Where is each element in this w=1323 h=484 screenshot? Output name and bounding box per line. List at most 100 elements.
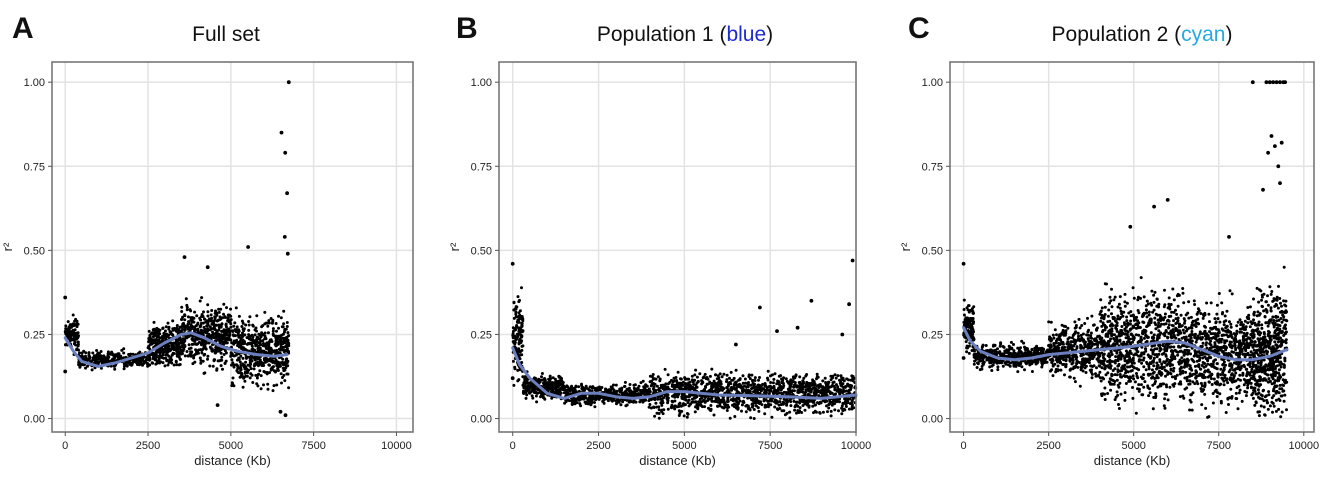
data-point <box>971 318 974 321</box>
data-point <box>785 377 788 380</box>
data-point <box>988 349 991 352</box>
data-point <box>84 355 87 358</box>
data-point <box>643 389 646 392</box>
data-point <box>773 390 776 393</box>
data-point <box>613 391 616 394</box>
data-point <box>999 345 1002 348</box>
data-point <box>607 399 610 402</box>
data-point <box>708 389 711 392</box>
data-point <box>615 384 618 387</box>
data-point <box>286 348 289 351</box>
data-point <box>131 361 134 364</box>
data-point <box>221 316 224 319</box>
data-point <box>686 378 689 381</box>
data-point <box>830 410 833 413</box>
data-point <box>238 315 241 318</box>
data-point <box>722 373 725 376</box>
y-axis-label: r² <box>0 242 15 251</box>
data-point <box>186 350 189 353</box>
data-point <box>767 385 770 388</box>
data-point <box>632 401 635 404</box>
data-point <box>161 347 164 350</box>
data-point <box>576 401 579 404</box>
data-point <box>262 364 265 367</box>
data-point <box>122 352 125 355</box>
data-point <box>266 322 269 325</box>
data-point <box>261 339 264 342</box>
data-point <box>253 363 256 366</box>
data-point <box>248 324 251 327</box>
x-tick-label: 2500 <box>136 440 160 452</box>
data-point <box>1087 329 1090 332</box>
data-point <box>979 354 982 357</box>
data-point <box>649 380 652 383</box>
data-point <box>691 398 694 401</box>
data-point <box>722 398 725 401</box>
data-point <box>196 322 199 325</box>
data-point <box>243 380 246 383</box>
data-point <box>653 415 656 418</box>
data-point <box>677 371 680 374</box>
data-point <box>244 375 247 378</box>
data-point <box>965 346 968 349</box>
data-point <box>967 319 970 322</box>
data-point <box>566 391 569 394</box>
data-point <box>785 398 788 401</box>
data-point <box>248 337 251 340</box>
data-point <box>217 338 220 341</box>
data-point <box>250 367 253 370</box>
data-point <box>790 390 793 393</box>
data-point <box>282 333 285 336</box>
data-point <box>247 320 250 323</box>
data-point <box>268 340 271 343</box>
data-point <box>593 387 596 390</box>
data-point <box>1064 334 1067 337</box>
data-point <box>585 385 588 388</box>
data-point <box>793 389 796 392</box>
data-point <box>1090 315 1093 318</box>
data-point <box>203 354 206 357</box>
data-point <box>263 322 266 325</box>
data-point <box>1049 370 1052 373</box>
data-point <box>250 335 253 338</box>
data-point <box>1026 352 1029 355</box>
data-point <box>730 379 733 382</box>
data-point <box>827 382 830 385</box>
data-point <box>1058 361 1061 364</box>
data-point <box>833 402 836 405</box>
data-point <box>257 373 260 376</box>
data-point <box>772 381 775 384</box>
data-point <box>113 368 116 371</box>
data-point <box>191 343 194 346</box>
data-point <box>228 334 231 337</box>
data-point <box>996 368 999 371</box>
data-point <box>541 393 544 396</box>
data-point <box>188 347 191 350</box>
data-point <box>716 405 719 408</box>
data-point <box>762 388 765 391</box>
data-point <box>154 341 157 344</box>
data-point <box>528 388 531 391</box>
data-point <box>548 380 551 383</box>
data-point <box>801 379 804 382</box>
x-tick-label: 5000 <box>219 440 243 452</box>
data-point <box>242 386 245 389</box>
data-point <box>824 377 827 380</box>
data-point <box>114 353 117 356</box>
data-point <box>188 343 191 346</box>
data-point <box>520 322 523 325</box>
data-point <box>230 318 233 321</box>
data-point <box>983 361 986 364</box>
data-point <box>272 365 275 368</box>
data-point <box>547 383 550 386</box>
data-point <box>811 405 814 408</box>
y-tick-label: 1.00 <box>471 77 492 89</box>
data-point <box>254 342 257 345</box>
data-point <box>559 383 562 386</box>
data-point <box>248 315 251 318</box>
data-point <box>840 374 843 377</box>
data-point <box>557 388 560 391</box>
data-point <box>227 314 230 317</box>
data-point <box>674 404 677 407</box>
data-point <box>1050 321 1053 324</box>
